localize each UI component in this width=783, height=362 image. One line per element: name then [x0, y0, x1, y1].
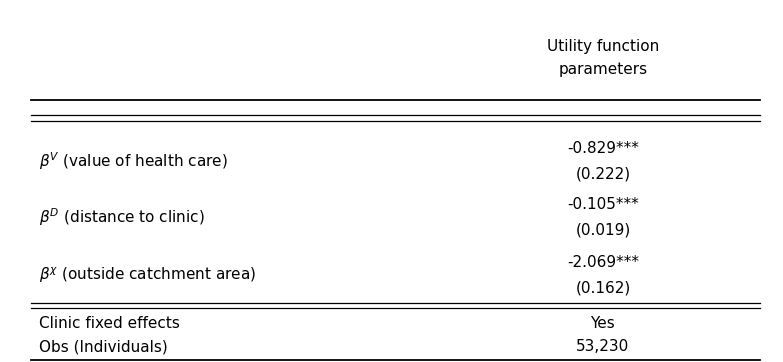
Text: Utility function
parameters: Utility function parameters — [547, 39, 659, 76]
Text: 53,230: 53,230 — [576, 339, 630, 354]
Text: -2.069***: -2.069*** — [567, 255, 639, 270]
Text: -0.829***: -0.829*** — [567, 141, 639, 156]
Text: (0.162): (0.162) — [576, 280, 630, 295]
Text: (0.019): (0.019) — [576, 222, 630, 237]
Text: $\beta^\chi$ (outside catchment area): $\beta^\chi$ (outside catchment area) — [39, 265, 256, 285]
Text: $\beta^V$ (value of health care): $\beta^V$ (value of health care) — [39, 150, 228, 172]
Text: -0.105***: -0.105*** — [567, 197, 639, 212]
Text: Yes: Yes — [590, 316, 615, 332]
Text: Obs (Individuals): Obs (Individuals) — [39, 339, 168, 354]
Text: (0.222): (0.222) — [576, 166, 630, 181]
Text: $\beta^D$ (distance to clinic): $\beta^D$ (distance to clinic) — [39, 206, 205, 228]
Text: Clinic fixed effects: Clinic fixed effects — [39, 316, 180, 332]
